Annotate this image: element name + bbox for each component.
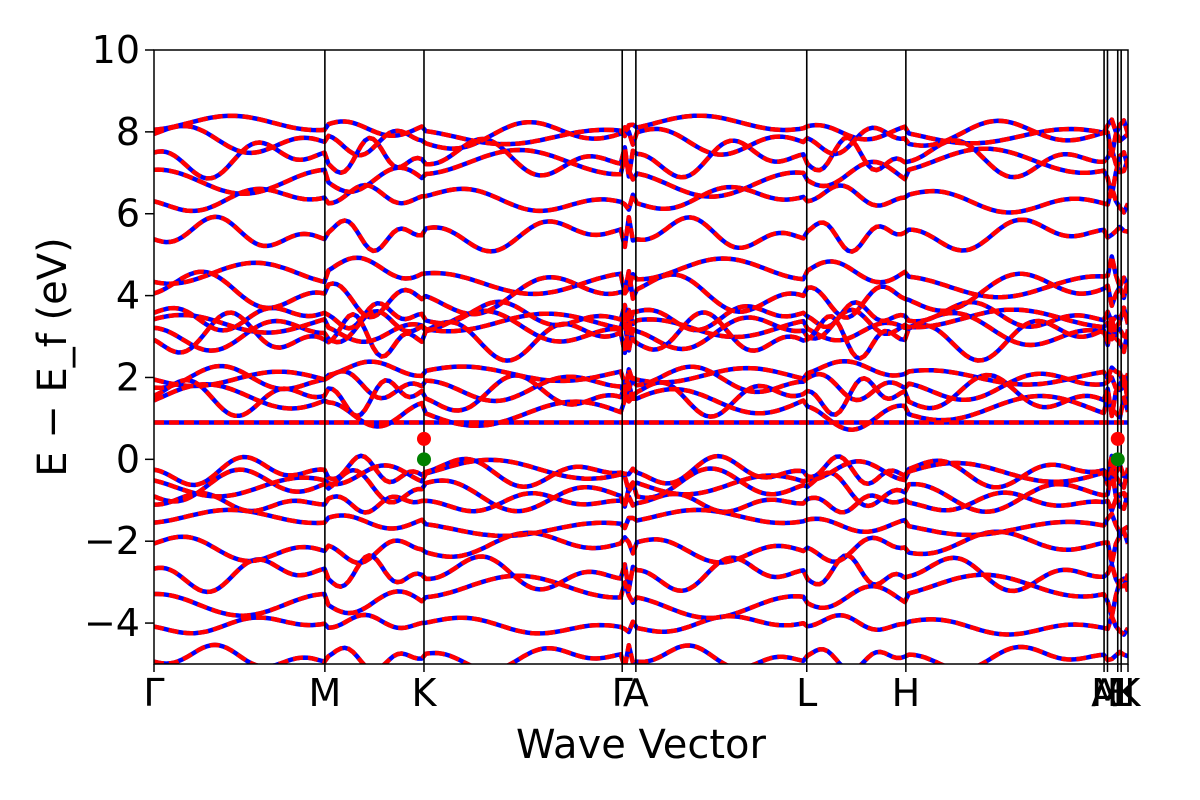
band-edge-point <box>416 431 431 446</box>
y-axis-ticks: −4 −2 0 2 4 6 8 10 <box>84 28 154 645</box>
band-line-red-dashed <box>154 135 1128 181</box>
y-tick-label: −4 <box>84 601 140 645</box>
x-tick-label: K <box>412 671 438 715</box>
x-tick-label: L <box>796 671 817 715</box>
band-edge-markers <box>416 431 1125 467</box>
high-symmetry-lines <box>324 50 1122 664</box>
band-edge-point <box>1110 452 1125 467</box>
bands-layer <box>154 113 1128 664</box>
band-line-red-dashed <box>154 214 1128 254</box>
band-line-red-dashed <box>154 572 1128 621</box>
band-line-red-dashed <box>154 305 1128 345</box>
band-line-red-dashed <box>154 642 1128 664</box>
band-line-red-dashed <box>154 381 1128 433</box>
plot-frame <box>153 49 1129 665</box>
y-axis-label: E − E_f (eV) <box>30 237 76 476</box>
band-line-red-dashed <box>154 118 1128 158</box>
band-line-red-dashed <box>154 612 1128 637</box>
x-tick-label: M <box>308 671 341 715</box>
band-line-red-dashed <box>154 146 1128 199</box>
band-line-red-dashed <box>154 372 1128 419</box>
x-tick-label: A <box>1091 671 1117 715</box>
x-tick-label: H <box>892 671 921 715</box>
band-line-red-dashed <box>154 457 1128 499</box>
y-tick-label: 10 <box>92 28 140 72</box>
band-line-red-dashed <box>154 529 1128 566</box>
x-tick-label: Γ <box>143 671 164 715</box>
x-tick-label: A <box>623 671 649 715</box>
band-line-blue <box>154 612 1128 637</box>
band-line-red-dashed <box>154 553 1128 595</box>
band-line-red-dashed <box>154 358 1128 392</box>
band-line-red-dashed <box>154 254 1128 301</box>
band-line-red-dashed <box>154 310 1128 363</box>
band-line-red-dashed <box>154 182 1128 215</box>
y-tick-label: 0 <box>116 437 140 481</box>
band-line-red-dashed <box>154 490 1128 515</box>
band-line-red-dashed <box>154 307 1128 353</box>
x-tick-label: Γ <box>612 671 633 715</box>
x-tick-label: H <box>1107 671 1136 715</box>
x-tick-label: L <box>1107 671 1128 715</box>
band-line-red-dashed <box>154 453 1128 490</box>
band-line-red-dashed <box>154 363 1128 404</box>
band-edge-point <box>1110 431 1125 446</box>
y-tick-label: 4 <box>116 274 140 318</box>
y-tick-label: 6 <box>116 192 140 236</box>
band-line-red-dashed <box>154 299 1128 333</box>
band-line-red-dashed <box>154 507 1128 539</box>
x-tick-label: M <box>1091 671 1124 715</box>
band-line-red-dashed <box>154 268 1128 320</box>
y-tick-label: 8 <box>116 110 140 154</box>
y-tick-label: −2 <box>84 519 140 563</box>
band-edge-point <box>416 452 431 467</box>
y-tick-label: 2 <box>116 355 140 399</box>
band-line-red-dashed <box>154 113 1128 147</box>
x-axis-label: Wave Vector <box>516 722 767 768</box>
x-tick-label: K <box>1116 671 1142 715</box>
